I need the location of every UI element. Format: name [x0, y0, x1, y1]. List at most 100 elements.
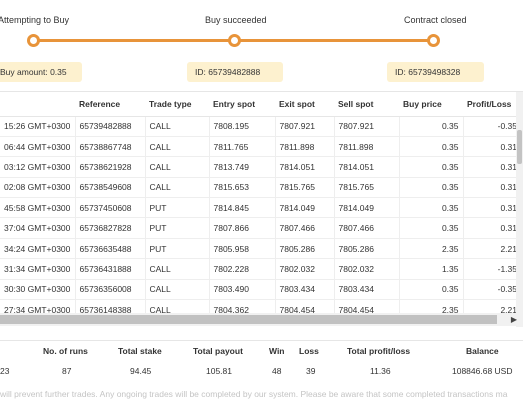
summary-header-balance: Balance: [466, 346, 499, 356]
cell-trade-type: CALL: [144, 279, 209, 301]
buy-id-box: ID: 65739482888: [187, 62, 283, 82]
transactions-table: Reference Trade type Entry spot Exit spo…: [0, 92, 521, 321]
cell-profit-loss: -0.35: [462, 116, 521, 137]
cell-time: 30:30 GMT+0300: [0, 279, 75, 301]
cell-buy-price: 0.35: [398, 217, 463, 239]
cell-time: 31:34 GMT+0300: [0, 258, 75, 280]
step-label-contract-closed: Contract closed: [404, 15, 467, 25]
cell-sell-spot: 7807.921: [333, 116, 399, 137]
cell-exit-spot: 7811.898: [274, 136, 334, 158]
cell-exit-spot: 7807.921: [274, 116, 334, 137]
table-vertical-scrollbar[interactable]: [516, 92, 523, 327]
summary-header-profit: Total profit/loss: [347, 346, 411, 356]
horizontal-scroll-thumb[interactable]: [0, 315, 497, 324]
cell-sell-spot: 7803.434: [333, 279, 399, 301]
cell-profit-loss: -1.35: [462, 258, 521, 280]
cell-trade-type: CALL: [144, 116, 209, 137]
summary-value-stake: 94.45: [130, 366, 152, 376]
summary-value-profit: 11.36: [370, 366, 391, 376]
cell-entry-spot: 7815.653: [208, 177, 275, 199]
cell-sell-spot: 7807.466: [333, 217, 399, 239]
table-header-row: Reference Trade type Entry spot Exit spo…: [0, 92, 521, 117]
cell-entry-spot: 7803.490: [208, 279, 275, 301]
header-time: [0, 92, 75, 117]
summary-header-win: Win: [269, 346, 285, 356]
table-row[interactable]: 34:24 GMT+0300 65736635488 PUT 7805.958 7805…: [0, 238, 521, 260]
cell-buy-price: 0.35: [398, 279, 463, 301]
cell-buy-price: 0.35: [398, 136, 463, 158]
transactions-table-container[interactable]: Reference Trade type Entry spot Exit spo…: [0, 91, 523, 327]
table-row[interactable]: 31:34 GMT+0300 65736431888 CALL 7802.228 780…: [0, 258, 521, 280]
table-row[interactable]: 03:12 GMT+0300 65738621928 CALL 7813.749 781…: [0, 156, 521, 178]
scroll-right-arrow-icon[interactable]: ▶: [510, 315, 517, 324]
table-row[interactable]: 37:04 GMT+0300 65736827828 PUT 7807.866 7807…: [0, 217, 521, 239]
summary-header-runs: No. of runs: [43, 346, 88, 356]
cell-profit-loss: 0.31: [462, 136, 521, 158]
cell-exit-spot: 7802.032: [274, 258, 334, 280]
cell-time: 02:08 GMT+0300: [0, 177, 75, 199]
table-row[interactable]: 06:44 GMT+0300 65738867748 CALL 7811.765 781…: [0, 136, 521, 158]
cell-time: 15:26 GMT+0300: [0, 116, 75, 137]
cell-entry-spot: 7805.958: [208, 238, 275, 260]
cell-exit-spot: 7803.434: [274, 279, 334, 301]
table-row[interactable]: 45:58 GMT+0300 65737450608 PUT 7814.845 7814…: [0, 197, 521, 219]
cell-sell-spot: 7814.051: [333, 156, 399, 178]
disclaimer-text: will prevent further trades. Any ongoing…: [0, 389, 508, 399]
header-sell-spot: Sell spot: [334, 92, 399, 117]
cell-sell-spot: 7805.286: [333, 238, 399, 260]
transaction-progress-tracker: Attempting to Buy Buy succeeded Contract…: [0, 0, 523, 88]
cell-entry-spot: 7807.866: [208, 217, 275, 239]
summary-value-payout: 105.81: [206, 366, 232, 376]
vertical-scroll-thumb[interactable]: [517, 130, 522, 164]
cell-reference: 65736356008: [74, 279, 145, 301]
header-reference: Reference: [75, 92, 145, 117]
contract-id-box: ID: 65739498328: [387, 62, 484, 82]
cell-entry-spot: 7811.765: [208, 136, 275, 158]
cell-time: 45:58 GMT+0300: [0, 197, 75, 219]
header-trade-type: Trade type: [145, 92, 209, 117]
summary-value-runs: 87: [62, 366, 72, 376]
cell-profit-loss: 2.21: [462, 238, 521, 260]
summary-value-win: 48: [272, 366, 282, 376]
cell-time: 03:12 GMT+0300: [0, 156, 75, 178]
summary-header-payout: Total payout: [193, 346, 243, 356]
step-node-attempting: [27, 34, 40, 47]
cell-trade-type: PUT: [144, 238, 209, 260]
step-label-buy-succeeded: Buy succeeded: [205, 15, 267, 25]
summary-header-stake: Total stake: [118, 346, 162, 356]
cell-trade-type: CALL: [144, 177, 209, 199]
cell-entry-spot: 7813.749: [208, 156, 275, 178]
summary-value-loss: 39: [306, 366, 316, 376]
cell-buy-price: 1.35: [398, 258, 463, 280]
header-entry-spot: Entry spot: [209, 92, 275, 117]
summary-panel: No. of runs Total stake Total payout Win…: [0, 340, 523, 382]
cell-entry-spot: 7814.845: [208, 197, 275, 219]
cell-trade-type: PUT: [144, 197, 209, 219]
cell-reference: 65737450608: [74, 197, 145, 219]
cell-sell-spot: 7802.032: [333, 258, 399, 280]
cell-buy-price: 0.35: [398, 177, 463, 199]
cell-time: 06:44 GMT+0300: [0, 136, 75, 158]
cell-trade-type: PUT: [144, 217, 209, 239]
cell-exit-spot: 7814.049: [274, 197, 334, 219]
cell-time: 37:04 GMT+0300: [0, 217, 75, 239]
cell-buy-price: 2.35: [398, 238, 463, 260]
cell-buy-price: 0.35: [398, 116, 463, 137]
summary-value-first: 23: [0, 366, 10, 376]
cell-time: 34:24 GMT+0300: [0, 238, 75, 260]
cell-reference: 65738867748: [74, 136, 145, 158]
cell-reference: 65738549608: [74, 177, 145, 199]
table-row[interactable]: 30:30 GMT+0300 65736356008 CALL 7803.490 780…: [0, 279, 521, 301]
table-row[interactable]: 15:26 GMT+0300 65739482888 CALL 7808.195 780…: [0, 116, 521, 137]
cell-profit-loss: -0.35: [462, 279, 521, 301]
header-exit-spot: Exit spot: [275, 92, 334, 117]
table-row[interactable]: 02:08 GMT+0300 65738549608 CALL 7815.653 781…: [0, 177, 521, 199]
table-horizontal-scrollbar[interactable]: ▶: [0, 313, 523, 326]
header-profit-loss: Profit/Loss: [463, 92, 521, 117]
cell-reference: 65736827828: [74, 217, 145, 239]
step-node-buy-succeeded: [228, 34, 241, 47]
cell-profit-loss: 0.31: [462, 177, 521, 199]
header-buy-price: Buy price: [399, 92, 463, 117]
cell-profit-loss: 0.31: [462, 156, 521, 178]
cell-profit-loss: 0.31: [462, 217, 521, 239]
